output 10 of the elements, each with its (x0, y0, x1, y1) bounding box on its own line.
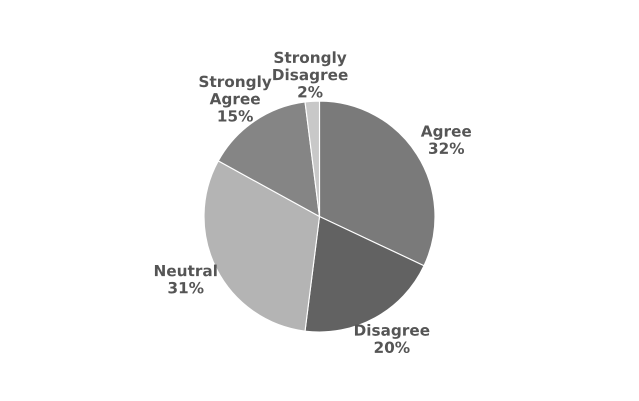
data-label: 2% (298, 86, 323, 98)
data-label: 32% (429, 142, 464, 154)
data-label: 31% (168, 282, 204, 294)
slice-label: Disagree (354, 324, 430, 339)
slice-label: Agree (420, 125, 472, 140)
slice-label: Neutral (154, 264, 217, 276)
data-label: 15% (218, 110, 253, 122)
data-label: 20% (374, 342, 410, 354)
slice-label: Strongly Disagree (273, 51, 348, 84)
slice-label: Strongly Agree (200, 75, 272, 108)
